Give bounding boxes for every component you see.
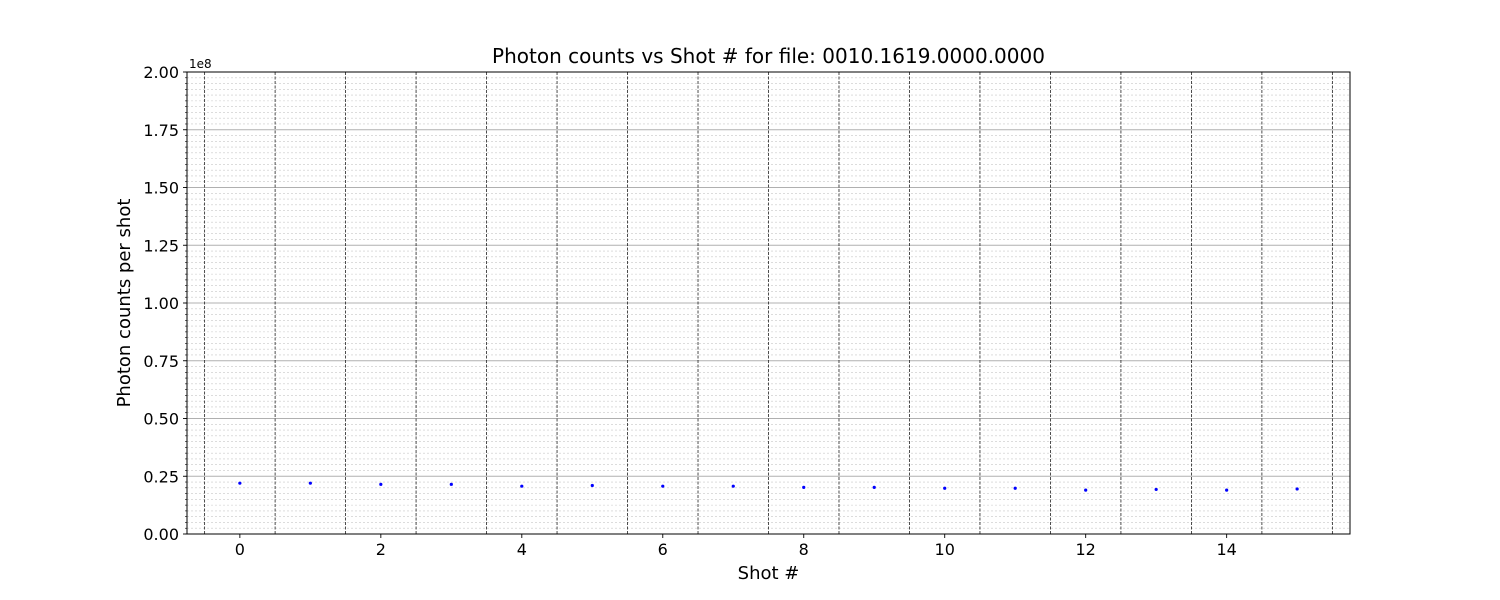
shot-boundary-lines [204, 72, 1333, 534]
y-tick-label: 0.75 [143, 352, 179, 371]
y-tick-label: 1.25 [143, 236, 179, 255]
y-tick-label: 1.00 [143, 294, 179, 313]
y-axis-label: Photon counts per shot [114, 199, 135, 408]
data-point [802, 485, 806, 489]
x-tick-label: 10 [935, 540, 955, 559]
data-point [731, 484, 735, 488]
data-point [379, 482, 383, 486]
y-tick-label: 0.50 [143, 410, 179, 429]
data-point [449, 482, 453, 486]
y-axis-ticks: 0.00 0.25 0.50 0.75 1.00 1.25 1.50 1.75 2.00 [143, 63, 187, 544]
y-tick-label: 1.50 [143, 179, 179, 198]
x-tick-label: 2 [376, 540, 386, 559]
y-tick-label: 1.75 [143, 121, 179, 140]
data-point [872, 485, 876, 489]
data-point [1013, 486, 1017, 490]
y-tick-label: 0.00 [143, 525, 179, 544]
x-tick-label: 8 [799, 540, 809, 559]
data-point [943, 486, 947, 490]
data-point [1225, 488, 1229, 492]
x-tick-label: 6 [658, 540, 668, 559]
y-tick-label: 2.00 [143, 63, 179, 82]
x-tick-label: 12 [1076, 540, 1096, 559]
y-tick-label: 0.25 [143, 467, 179, 486]
x-axis-label: Shot # [738, 563, 800, 584]
x-tick-label: 0 [235, 540, 245, 559]
data-point [520, 484, 524, 488]
x-tick-label: 14 [1216, 540, 1236, 559]
data-point [661, 484, 665, 488]
data-point [238, 481, 242, 485]
x-tick-label: 4 [517, 540, 527, 559]
x-axis-ticks: 0 2 4 6 8 10 12 14 [235, 534, 1237, 559]
data-point [308, 481, 312, 485]
data-point [1295, 487, 1299, 491]
data-point [590, 483, 594, 488]
chart-title: Photon counts vs Shot # for file: 0010.1… [492, 44, 1045, 68]
data-points [238, 481, 1299, 492]
data-point [1084, 488, 1088, 492]
y-axis-offset-label: 1e8 [189, 57, 212, 71]
data-point [1154, 487, 1158, 492]
